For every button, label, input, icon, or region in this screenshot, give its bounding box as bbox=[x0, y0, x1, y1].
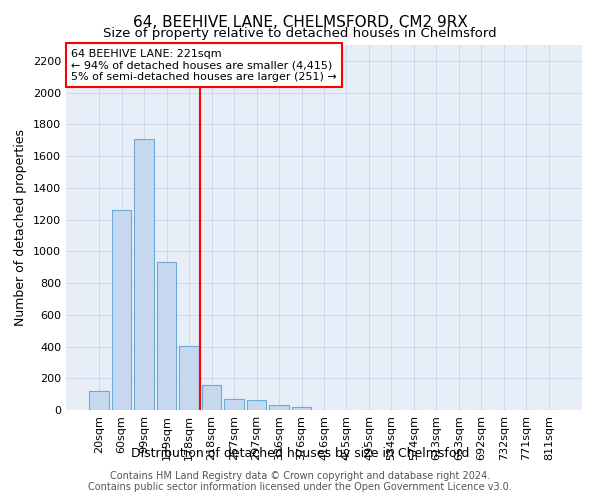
Bar bbox=[269, 405, 289, 410]
Bar bbox=[89, 391, 109, 410]
Text: Contains HM Land Registry data © Crown copyright and database right 2024.: Contains HM Land Registry data © Crown c… bbox=[110, 471, 490, 481]
Bar bbox=[202, 386, 221, 410]
Bar bbox=[157, 262, 176, 410]
Y-axis label: Number of detached properties: Number of detached properties bbox=[14, 129, 28, 326]
Bar bbox=[112, 210, 131, 410]
Bar bbox=[179, 346, 199, 410]
Bar bbox=[134, 138, 154, 410]
Bar bbox=[247, 400, 266, 410]
Text: 64 BEEHIVE LANE: 221sqm
← 94% of detached houses are smaller (4,415)
5% of semi-: 64 BEEHIVE LANE: 221sqm ← 94% of detache… bbox=[71, 48, 337, 82]
Text: Distribution of detached houses by size in Chelmsford: Distribution of detached houses by size … bbox=[131, 448, 469, 460]
Text: 64, BEEHIVE LANE, CHELMSFORD, CM2 9RX: 64, BEEHIVE LANE, CHELMSFORD, CM2 9RX bbox=[133, 15, 467, 30]
Text: Size of property relative to detached houses in Chelmsford: Size of property relative to detached ho… bbox=[103, 28, 497, 40]
Bar bbox=[292, 407, 311, 410]
Bar bbox=[224, 399, 244, 410]
Text: Contains public sector information licensed under the Open Government Licence v3: Contains public sector information licen… bbox=[88, 482, 512, 492]
